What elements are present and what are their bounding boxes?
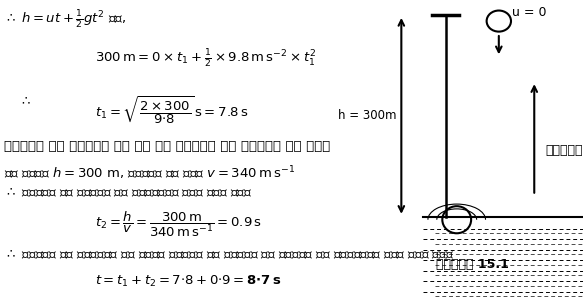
Text: $t = t_1 + t_2 = 7{\cdot}8 + 0{\cdot}9 = \mathbf{8{\cdot}7\,s}$: $t = t_1 + t_2 = 7{\cdot}8 + 0{\cdot}9 =… [96,274,282,289]
Text: h = 300m: h = 300m [338,109,397,123]
Text: $\therefore\;h = ut + \frac{1}{2}gt^2$ से,: $\therefore\;h = ut + \frac{1}{2}gt^2$ स… [4,9,126,31]
Text: ध्वनि की तालाब के तल से मीनार के शीर्ष तक गति: ध्वनि की तालाब के तल से मीनार के शीर्ष त… [4,140,330,153]
Text: $t_2 = \dfrac{h}{v} = \dfrac{300\,\mathrm{m}}{340\,\mathrm{m\,s}^{-1}} = 0.9\,\m: $t_2 = \dfrac{h}{v} = \dfrac{300\,\mathr… [96,209,262,238]
Text: चित्र 15.1: चित्र 15.1 [436,258,508,272]
Text: $\therefore$: $\therefore$ [19,95,31,108]
Text: ध्वनि: ध्वनि [545,144,583,157]
Text: तय दूरी $h = 300$ m, ध्वनि की चाल $v = 340\,\mathrm{m\,s}^{-1}$: तय दूरी $h = 300$ m, ध्वनि की चाल $v = 3… [4,164,295,182]
Text: u = 0: u = 0 [512,5,547,19]
Text: $300\,\mathrm{m} = 0 \times t_1 + \frac{1}{2} \times 9.8\,\mathrm{m\,s}^{-2} \ti: $300\,\mathrm{m} = 0 \times t_1 + \frac{… [96,48,317,70]
Text: $\therefore$ पत्थर को गिराने से लेकर ध्वनि के मीनार के शीर्ष तक पहुँचने में लगा : $\therefore$ पत्थर को गिराने से लेकर ध्व… [4,248,454,261]
Text: $\therefore$ ध्वनि को शीर्ष तक पहुँचने में लगा समय: $\therefore$ ध्वनि को शीर्ष तक पहुँचने म… [4,187,252,200]
Text: $t_1 = \sqrt{\dfrac{2 \times 300}{9{\cdot}8}}\,\mathrm{s} = 7.8\,\mathrm{s}$: $t_1 = \sqrt{\dfrac{2 \times 300}{9{\cdo… [96,95,249,127]
